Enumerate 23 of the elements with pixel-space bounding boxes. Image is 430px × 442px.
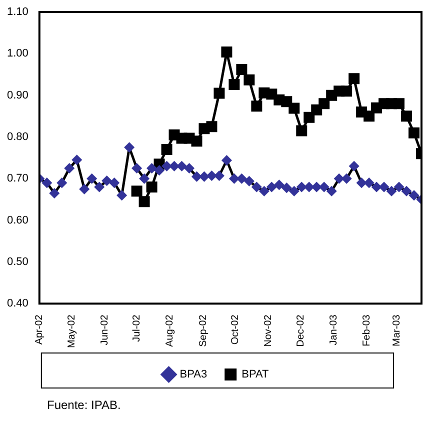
x-tick-label: Jan-03 xyxy=(328,314,340,346)
y-tick-label: 0.60 xyxy=(6,214,28,226)
y-tick-label: 0.40 xyxy=(6,298,28,310)
x-tick-label: Oct-02 xyxy=(230,314,242,345)
legend-label: BPA3 xyxy=(180,368,208,381)
source-note: Fuente: IPAB. xyxy=(47,398,121,412)
y-tick-label: 0.70 xyxy=(6,172,28,185)
y-tick-label: 0.80 xyxy=(6,131,28,144)
x-tick-label: Sep-02 xyxy=(198,314,209,347)
x-tick-label: May-02 xyxy=(66,314,78,348)
x-tick-label: Nov-02 xyxy=(263,314,274,347)
x-tick-label: Apr-02 xyxy=(34,314,46,345)
y-tick-label: 1.00 xyxy=(6,48,28,60)
x-tick-label: Jul-02 xyxy=(132,314,143,342)
y-tick-label: 0.50 xyxy=(6,256,28,268)
x-tick-label: Mar-03 xyxy=(392,314,403,346)
y-tick-label: 0.90 xyxy=(6,89,28,102)
x-tick-label: Aug-02 xyxy=(164,314,176,347)
x-tick-label: Feb-03 xyxy=(362,314,373,346)
legend-label: BPAT xyxy=(242,368,269,381)
x-tick-label: Dec-02 xyxy=(295,314,306,347)
x-tick-label: Jun-02 xyxy=(99,314,110,346)
y-tick-label: 1.10 xyxy=(6,6,28,18)
